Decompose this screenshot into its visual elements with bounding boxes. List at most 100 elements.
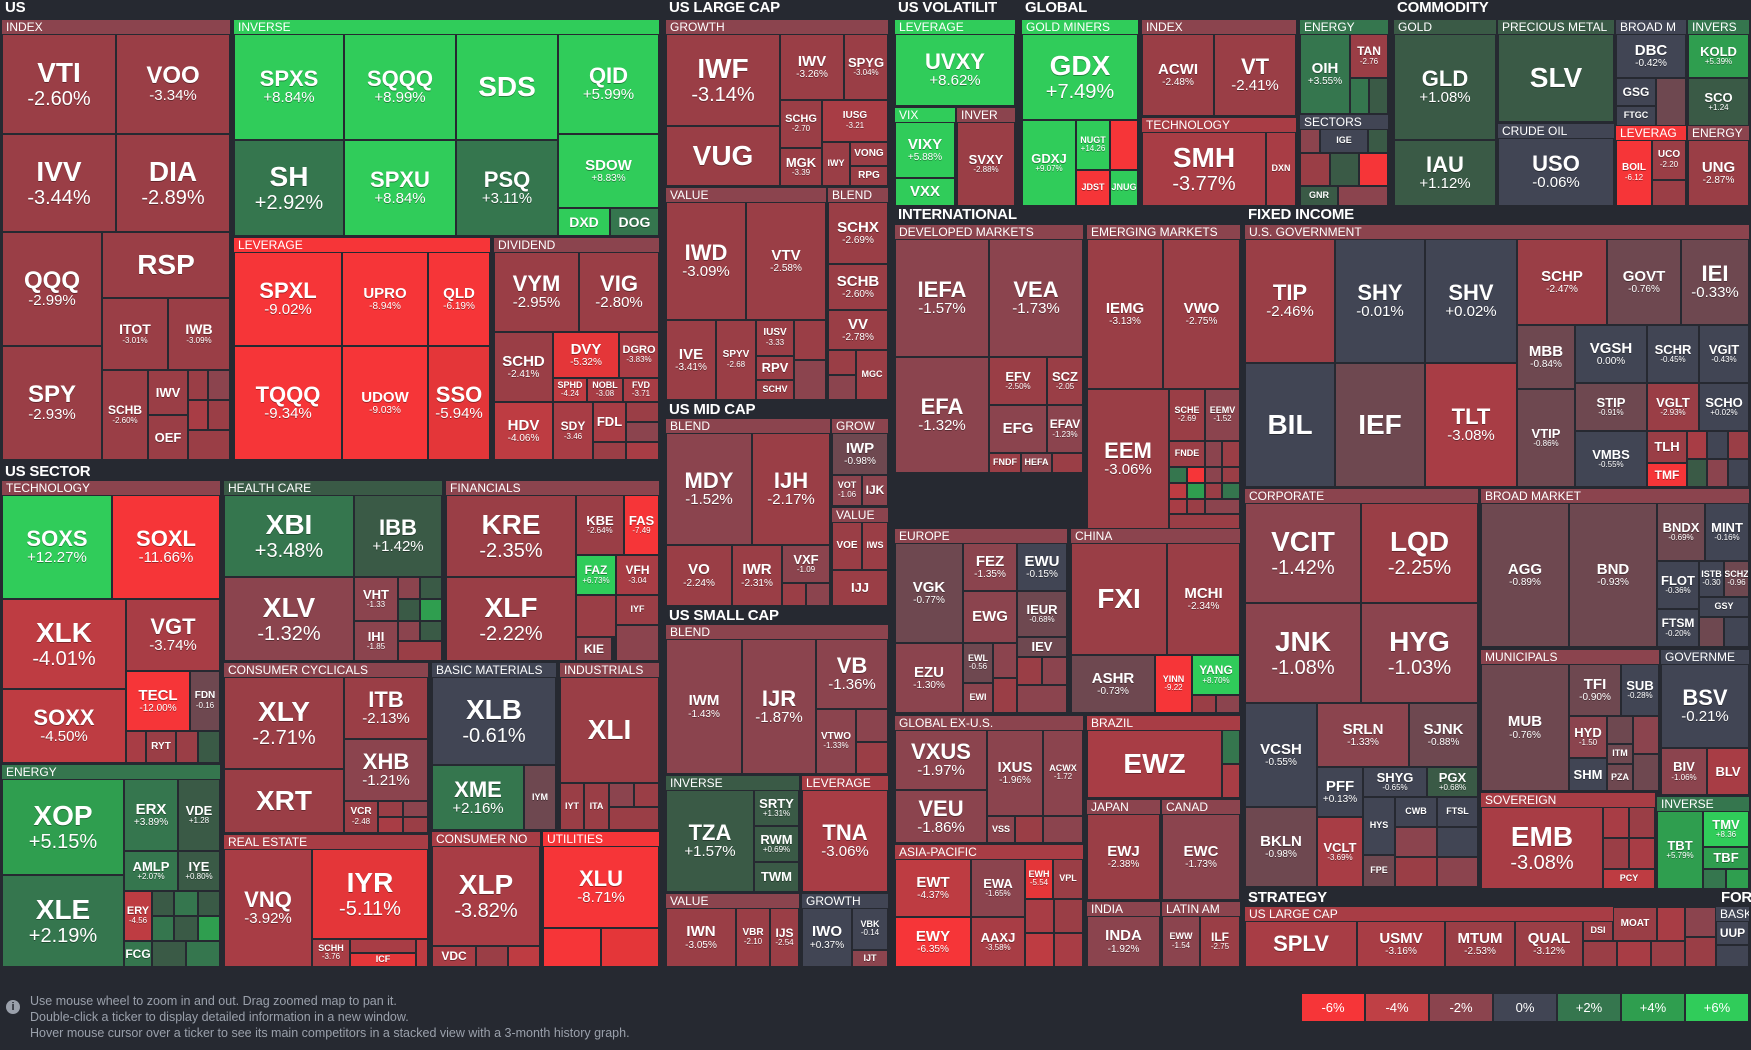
ticker-tile-ewg[interactable]: EWG [963, 591, 1017, 643]
ticker-tile-xlb[interactable]: XLB -0.61% [432, 677, 556, 765]
ticker-tile[interactable] [174, 891, 198, 916]
ticker-tile-ief[interactable]: IEF [1335, 363, 1425, 487]
ticker-tile-xli[interactable]: XLI [560, 677, 659, 783]
ticker-tile[interactable] [198, 916, 220, 941]
ticker-tile[interactable] [1017, 657, 1042, 685]
ticker-tile[interactable] [398, 599, 420, 621]
ticker-tile-bnd[interactable]: BND -0.93% [1569, 503, 1657, 647]
ticker-tile[interactable] [1583, 941, 1617, 967]
ticker-tile[interactable] [1330, 153, 1359, 186]
ticker-tile[interactable] [403, 801, 428, 817]
ticker-tile-vcsh[interactable]: VCSH -0.55% [1245, 703, 1317, 807]
ticker-tile-vot[interactable]: VOT -1.06 [832, 475, 862, 506]
ticker-tile-sjnk[interactable]: SJNK -0.88% [1409, 703, 1478, 767]
ticker-tile[interactable] [1222, 441, 1240, 467]
ticker-tile[interactable] [609, 807, 659, 830]
ticker-tile-bsv[interactable]: BSV -0.21% [1661, 664, 1749, 748]
ticker-tile-upro[interactable]: UPRO -8.94% [342, 252, 428, 346]
ticker-tile-ewy[interactable]: EWY -6.35% [895, 917, 971, 967]
ticker-tile-rpg[interactable]: RPG [850, 166, 888, 186]
ticker-tile-schd[interactable]: SCHD -2.41% [494, 332, 553, 402]
ticker-tile-sphd[interactable]: SPHD -4.24 [553, 378, 587, 402]
ticker-tile[interactable] [782, 583, 806, 606]
ticker-tile-dxn[interactable]: DXN [1266, 132, 1296, 206]
ticker-tile-tlh[interactable]: TLH [1647, 431, 1687, 463]
ticker-tile-vclt[interactable]: VCLT -3.69% [1317, 817, 1363, 887]
ticker-tile[interactable] [398, 641, 442, 661]
ticker-tile[interactable] [1703, 869, 1726, 889]
ticker-tile-qid[interactable]: QID +5.99% [558, 34, 659, 134]
ticker-tile[interactable] [378, 817, 403, 833]
ticker-tile[interactable] [856, 742, 888, 774]
ticker-tile-pcy[interactable]: PCY [1603, 869, 1655, 889]
ticker-tile-schb[interactable]: SCHB -2.60% [102, 370, 148, 460]
ticker-tile[interactable] [1369, 78, 1388, 114]
ticker-tile-ijh[interactable]: IJH -2.17% [752, 433, 830, 545]
ticker-tile[interactable] [1205, 467, 1222, 483]
ticker-tile-kbe[interactable]: KBE -2.64% [576, 495, 624, 555]
ticker-tile-xop[interactable]: XOP +5.15% [2, 779, 124, 875]
ticker-tile[interactable] [543, 928, 601, 967]
ticker-tile-vea[interactable]: VEA -1.73% [989, 239, 1083, 357]
ticker-tile-tbf[interactable]: TBF [1703, 847, 1749, 869]
ticker-tile-xle[interactable]: XLE +2.19% [2, 875, 124, 967]
ticker-tile-iev[interactable]: IEV [1017, 637, 1067, 657]
ticker-tile-psq[interactable]: PSQ +3.11% [456, 140, 558, 236]
ticker-tile-xrt[interactable]: XRT [224, 769, 344, 833]
ticker-tile[interactable] [1633, 716, 1659, 754]
ticker-tile-iei[interactable]: IEI -0.33% [1681, 239, 1749, 325]
ticker-tile-qual[interactable]: QUAL -3.12% [1515, 921, 1583, 967]
ticker-tile-vss[interactable]: VSS [987, 816, 1015, 843]
ticker-tile[interactable] [1169, 514, 1240, 529]
ticker-tile-voo[interactable]: VOO -3.34% [116, 34, 230, 134]
ticker-tile-ewc[interactable]: EWC -1.73% [1162, 814, 1240, 900]
ticker-tile[interactable] [626, 402, 659, 422]
ticker-tile[interactable] [1338, 186, 1388, 206]
ticker-tile-ijt[interactable]: IJT [852, 950, 888, 967]
ticker-tile-istb[interactable]: ISTB -0.30 [1699, 561, 1724, 597]
ticker-tile-tza[interactable]: TZA +1.57% [666, 790, 754, 892]
ticker-tile-vtwo[interactable]: VTWO -1.33% [816, 709, 856, 774]
ticker-tile-sche[interactable]: SCHE -2.69 [1169, 389, 1205, 441]
ticker-tile[interactable] [508, 946, 540, 967]
ticker-tile-qld[interactable]: QLD -6.19% [428, 252, 490, 346]
ticker-tile-uvxy[interactable]: UVXY +8.62% [895, 34, 1015, 106]
ticker-tile[interactable] [378, 801, 403, 817]
ticker-tile-vtv[interactable]: VTV -2.58% [746, 202, 826, 320]
ticker-tile[interactable] [1603, 807, 1629, 838]
ticker-tile-vmbs[interactable]: VMBS -0.55% [1575, 431, 1647, 487]
ticker-tile-rpv[interactable]: RPV [756, 356, 794, 380]
ticker-tile[interactable] [626, 422, 659, 442]
ticker-tile[interactable] [1437, 857, 1478, 887]
ticker-tile-lqd[interactable]: LQD -2.25% [1361, 503, 1478, 603]
ticker-tile-bndx[interactable]: BNDX -0.69% [1657, 503, 1705, 561]
ticker-tile-tqqq[interactable]: TQQQ -9.34% [234, 346, 342, 460]
ticker-tile-ixus[interactable]: IXUS -1.96% [987, 730, 1043, 816]
ticker-tile[interactable] [188, 400, 208, 430]
ticker-tile-schp[interactable]: SCHP -2.47% [1517, 239, 1607, 325]
ticker-tile-agg[interactable]: AGG -0.89% [1481, 503, 1569, 647]
ticker-tile[interactable] [1222, 764, 1240, 798]
ticker-tile-tna[interactable]: TNA -3.06% [802, 790, 888, 892]
ticker-tile-vwo[interactable]: VWO -2.75% [1163, 239, 1240, 389]
ticker-tile[interactable] [208, 400, 230, 430]
ticker-tile-dsi[interactable]: DSI [1583, 921, 1613, 941]
ticker-tile-sh[interactable]: SH +2.92% [234, 140, 344, 236]
ticker-tile[interactable] [420, 599, 442, 621]
ticker-tile-mgk[interactable]: MGK -3.39 [780, 148, 822, 186]
ticker-tile-dvy[interactable]: DVY -5.32% [553, 332, 619, 378]
ticker-tile[interactable] [1205, 499, 1240, 514]
ticker-tile-jnug[interactable]: JNUG [1110, 170, 1138, 206]
ticker-tile-vong[interactable]: VONG [850, 142, 888, 166]
ticker-tile-fxi[interactable]: FXI [1071, 543, 1167, 655]
ticker-tile[interactable] [1724, 617, 1749, 647]
ticker-tile-mint[interactable]: MINT -0.16% [1705, 503, 1749, 561]
ticker-tile[interactable] [1656, 78, 1686, 126]
ticker-tile[interactable] [188, 370, 208, 400]
ticker-tile-iusg[interactable]: IUSG -3.21 [822, 100, 888, 142]
ticker-tile-ewi[interactable]: EWI [963, 683, 993, 713]
ticker-tile-pgx[interactable]: PGX +0.68% [1427, 767, 1478, 797]
ticker-tile[interactable] [1187, 499, 1205, 514]
ticker-tile[interactable] [126, 731, 146, 763]
ticker-tile[interactable] [1015, 816, 1043, 843]
